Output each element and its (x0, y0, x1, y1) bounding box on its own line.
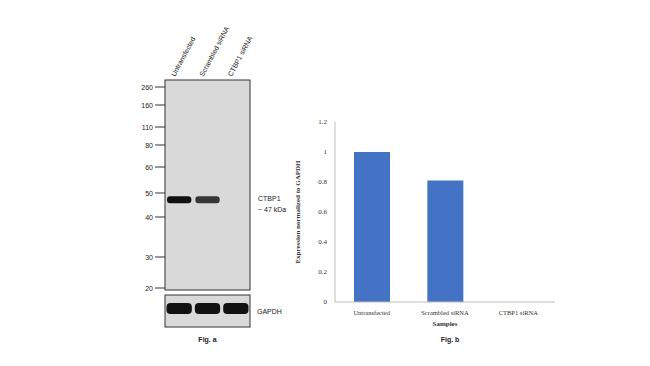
svg-text:0.2: 0.2 (318, 268, 327, 276)
svg-text:Fig. a: Fig. a (198, 336, 216, 344)
html-text:Fig. b: Fig. b (440, 336, 460, 343)
svg-text:Scrambled siRNA: Scrambled siRNA (198, 25, 230, 77)
svg-text:~ 47 kDa: ~ 47 kDa (258, 206, 286, 213)
svg-text:260: 260 (141, 84, 153, 91)
svg-text:1: 1 (324, 148, 328, 156)
svg-text:60: 60 (145, 164, 153, 171)
svg-text:30: 30 (145, 254, 153, 261)
svg-text:Untransfected: Untransfected (170, 36, 197, 78)
svg-text:Samples: Samples (433, 320, 458, 328)
svg-text:GAPDH: GAPDH (257, 308, 282, 315)
svg-text:CTBP1: CTBP1 (258, 195, 281, 202)
svg-text:Untransfected: Untransfected (353, 309, 390, 316)
svg-text:50: 50 (145, 190, 153, 197)
svg-text:20: 20 (145, 285, 153, 292)
svg-text:0: 0 (324, 298, 328, 306)
svg-text:0.8: 0.8 (318, 178, 327, 186)
svg-text:Scrambled siRNA: Scrambled siRNA (421, 309, 469, 316)
svg-text:80: 80 (145, 142, 153, 149)
svg-text:40: 40 (145, 214, 153, 221)
svg-text:160: 160 (141, 102, 153, 109)
svg-text:Expression normalized to GAPDH: Expression normalized to GAPDH (294, 160, 302, 264)
svg-text:0.4: 0.4 (318, 238, 327, 246)
svg-text:1.2: 1.2 (318, 118, 327, 126)
svg-text:0.6: 0.6 (318, 208, 327, 216)
svg-text:CTBP1 siRNA: CTBP1 siRNA (499, 309, 538, 316)
svg-text:110: 110 (142, 124, 153, 131)
svg-text:CTBP1 siRNA: CTBP1 siRNA (227, 35, 254, 78)
